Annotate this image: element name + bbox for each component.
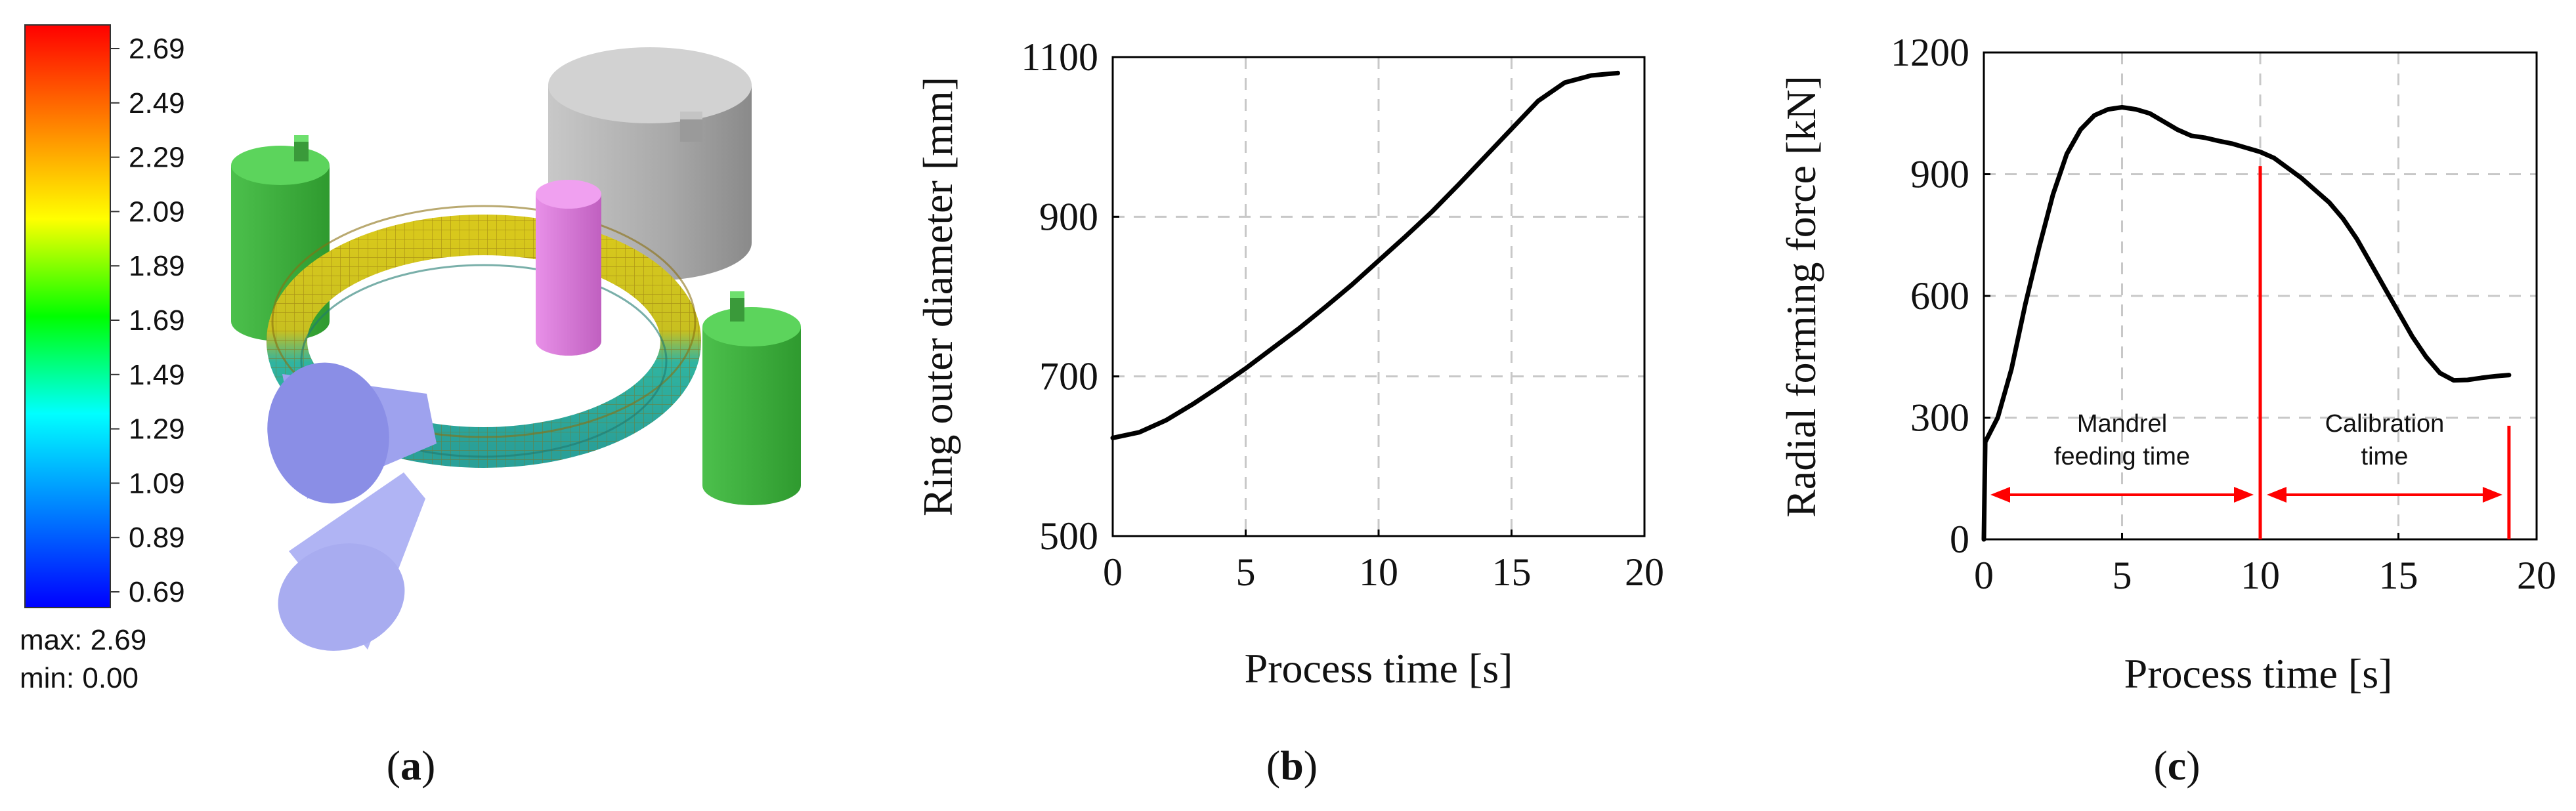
colorbar-gradient [24,24,111,608]
chart-c-y-tick-labels: 0 300 600 900 1200 [1891,31,1990,561]
colorbar: 2.69 2.49 2.29 2.09 1.89 1.69 1.49 1.29 1.09 0.89… [20,24,185,694]
colorbar-tick-label: 1.49 [129,359,185,391]
arrowhead-left-icon [1990,486,2010,503]
x-tick-label: 10 [2241,554,2280,597]
right-guide-roll [702,291,801,505]
lower-axial-cone [278,472,425,651]
chart-b-x-tick-labels: 0 5 10 15 20 [1103,530,1664,594]
colorbar-tick-label: 2.29 [129,142,185,174]
panel-c-caption: (c) [2153,742,2200,789]
x-tick-label: 20 [2517,554,2556,597]
colorbar-tick-label: 1.09 [129,467,185,499]
chart-c-y-axis-title: Radial forming force [kN] [1778,75,1824,518]
x-tick-label: 0 [1103,551,1123,594]
x-tick-label: 20 [1625,551,1664,594]
y-tick-label: 900 [1039,195,1098,238]
x-tick-label: 15 [2379,554,2418,597]
phase-label: Calibration time [2325,410,2445,470]
colorbar-min-label: min: 0.00 [20,662,139,694]
ring-rolling-scene [231,47,801,651]
chart-c-phase-annotations: Mandrel feeding time Calibration time [1990,410,2502,503]
main-roll-key [680,115,702,142]
chart-b-y-tick-labels: 500 700 900 1100 [1021,35,1119,558]
colorbar-tick-label: 2.49 [129,87,185,119]
colorbar-tick-label: 0.69 [129,576,185,608]
ring-blank [267,205,701,468]
colorbar-tick-label: 1.29 [129,413,185,446]
chart-b-x-axis-title: Process time [s] [1245,645,1513,692]
y-tick-label: 900 [1910,153,1969,196]
colorbar-tick-label: 1.69 [129,304,185,337]
panel-a: 2.69 2.49 2.29 2.09 1.89 1.69 1.49 1.29 1.09 0.89… [20,24,801,789]
panel-a-caption: (a) [387,742,436,789]
x-tick-label: 0 [1974,554,1994,597]
chart-c-series-line [1981,105,2512,542]
x-tick-label: 10 [1359,551,1398,594]
x-tick-label: 15 [1492,551,1532,594]
y-tick-label: 300 [1910,396,1969,440]
phase-label: Mandrel feeding time [2054,410,2190,470]
arrowhead-right-icon [2234,486,2254,503]
chart-c-x-axis-title: Process time [s] [2124,650,2393,697]
panel-c-chart: 0 5 10 15 20 0 300 600 900 1200 Mandrel feeding t… [1778,31,2556,789]
chart-c-phase-markers [2258,166,2511,539]
y-tick-label: 700 [1039,355,1098,398]
upper-axial-cone [267,362,437,504]
colorbar-tick-label: 2.09 [129,196,185,228]
chart-b-y-axis-title: Ring outer diameter [mm] [914,77,961,516]
y-tick-label: 1100 [1021,35,1098,79]
chart-b-grid [1113,57,1644,536]
panel-b-caption: (b) [1266,742,1318,789]
mandrel [536,180,601,356]
colorbar-max-label: max: 2.69 [20,624,146,656]
chart-b-series-line [1110,70,1620,440]
colorbar-tick-label: 2.69 [129,33,185,65]
y-tick-label: 1200 [1891,31,1969,74]
arrowhead-right-icon [2482,486,2502,503]
x-tick-label: 5 [1236,551,1256,594]
colorbar-tick-label: 0.89 [129,522,185,554]
y-tick-label: 500 [1039,514,1098,558]
arrowhead-left-icon [2267,486,2286,503]
x-tick-label: 5 [2113,554,2132,597]
y-tick-label: 600 [1910,274,1969,318]
chart-c-x-tick-labels: 0 5 10 15 20 [1974,533,2556,597]
colorbar-tick-label: 1.89 [129,250,185,282]
y-tick-label: 0 [1950,518,1969,561]
